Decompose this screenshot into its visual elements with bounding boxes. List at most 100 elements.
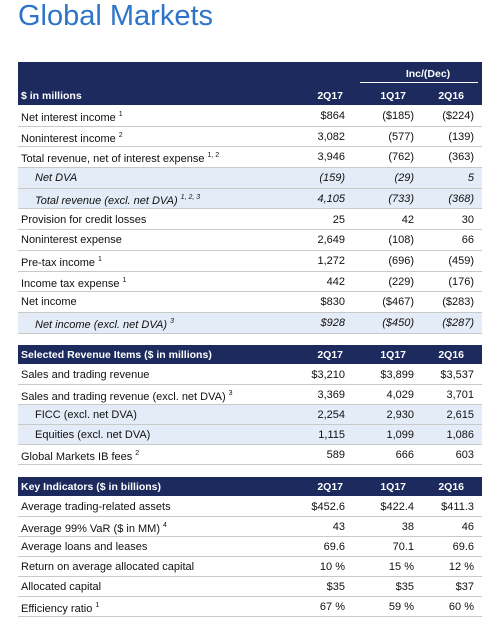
cell-value: ($185)	[382, 110, 414, 122]
footnote-ref: 1	[95, 602, 100, 609]
cell-value: ($287)	[442, 317, 474, 329]
cell-value: 442	[326, 275, 345, 288]
row-label-text: Net income (excl. net DVA)	[35, 319, 168, 331]
row-label: Noninterest expense	[21, 235, 122, 246]
row-label: Sales and trading revenue	[21, 370, 149, 381]
section-header	[18, 477, 482, 496]
row-label: Total revenue, net of interest expense 1,…	[21, 152, 219, 165]
cell-value: $3,210	[311, 369, 345, 381]
row-label-text: FICC (excl. net DVA)	[35, 409, 137, 421]
cell-value: 2,649	[317, 234, 345, 247]
section-header	[18, 62, 482, 105]
column-header: 1Q17	[380, 90, 406, 102]
cell-value: (159)	[319, 172, 345, 185]
table-row	[18, 210, 482, 231]
cell-value: $35	[395, 581, 414, 593]
row-label-text: Return on average allocated capital	[21, 561, 195, 573]
row-label: Sales and trading revenue (excl. net DVA…	[21, 390, 233, 403]
row-label-text: Total revenue (excl. net DVA)	[35, 194, 178, 207]
table-row	[18, 517, 482, 537]
cell-value: 15 %	[388, 561, 414, 573]
column-header: 2Q16	[438, 349, 464, 361]
row-label-text: Global Markets IB fees	[21, 451, 133, 463]
row-label: Return on average allocated capital	[21, 562, 194, 573]
cell-value: 666	[395, 449, 414, 461]
footnote-ref: 1	[122, 276, 127, 284]
footnote-ref: 4	[162, 522, 167, 529]
table-row	[18, 230, 482, 251]
cell-value: $452.6	[311, 501, 345, 513]
row-label-text: Average loans and leases	[21, 541, 148, 553]
table-row	[18, 577, 482, 597]
table-row	[18, 106, 482, 127]
section-title: Key Indicators ($ in billions)	[21, 481, 162, 493]
cell-value: 1,099	[386, 429, 414, 441]
table-row	[18, 385, 482, 405]
cell-value: 69.6	[452, 541, 474, 553]
row-label-text: Average trading-related assets	[21, 501, 171, 513]
footnote-ref: 2	[118, 131, 123, 139]
row-label: Net interest income 1	[21, 111, 123, 124]
table-row	[18, 188, 482, 210]
footnote-ref: 1	[118, 111, 123, 118]
row-label: Equities (excl. net DVA)	[35, 430, 150, 441]
cell-value: 46	[461, 521, 474, 533]
row-label-text: Equities (excl. net DVA)	[35, 429, 151, 441]
table-row	[18, 537, 482, 557]
column-header: 2Q17	[317, 481, 343, 493]
row-label-text: Average 99% VaR ($ in MM)	[21, 523, 160, 535]
column-header: 2Q16	[438, 90, 464, 102]
cell-value: 1,086	[446, 429, 474, 441]
cell-value: (363)	[448, 151, 474, 164]
table-row	[18, 251, 482, 272]
cell-value: (368)	[448, 192, 474, 205]
row-label: Noninterest income 2	[21, 132, 123, 145]
row-label-text: Net income	[21, 296, 77, 309]
cell-value: $411.3	[441, 501, 474, 513]
row-label: Net income (excl. net DVA) 3	[35, 318, 174, 331]
row-label: Total revenue (excl. net DVA) 1, 2, 3	[35, 194, 200, 207]
row-label-text: Net DVA	[35, 172, 78, 185]
cell-value: 69.6	[323, 541, 345, 553]
column-header: 2Q17	[317, 90, 343, 102]
row-label-text: Sales and trading revenue (excl. net DVA…	[21, 391, 226, 403]
table-row	[18, 597, 482, 617]
cell-value: $422.4	[380, 501, 414, 513]
column-header: 2Q16	[438, 481, 464, 493]
cell-value: 2,254	[317, 409, 345, 421]
header-rule	[360, 82, 478, 83]
table-row	[18, 127, 482, 148]
cell-value: ($450)	[382, 317, 414, 329]
cell-value: 1,115	[318, 429, 345, 441]
cell-value: 3,701	[446, 389, 474, 401]
row-label-text: Net interest income	[21, 112, 116, 124]
cell-value: 59 %	[388, 601, 414, 613]
cell-value: 4,105	[317, 192, 345, 205]
cell-value: 30	[461, 213, 474, 226]
footnote-ref: 3	[170, 318, 174, 325]
row-label: Global Markets IB fees 2	[21, 450, 139, 463]
table-row	[18, 405, 482, 425]
row-label: Income tax expense 1	[21, 277, 126, 290]
cell-value: 5	[467, 172, 474, 185]
table-row	[18, 168, 482, 189]
cell-value: (139)	[448, 130, 474, 143]
cell-value: 10 %	[319, 561, 345, 573]
cell-value: $3,899	[380, 369, 414, 381]
cell-value: 38	[401, 521, 414, 533]
cell-value: (176)	[448, 275, 474, 288]
table-row	[18, 445, 482, 465]
row-label-text: Sales and trading revenue	[21, 369, 150, 381]
section-title: Selected Revenue Items ($ in millions)	[21, 349, 212, 361]
cell-value: $928	[320, 317, 345, 329]
section-title: $ in millions	[21, 90, 82, 102]
cell-value: ($283)	[442, 296, 474, 309]
cell-value: 12 %	[448, 561, 474, 573]
header-note: Inc/(Dec)	[405, 68, 451, 80]
cell-value: (459)	[448, 254, 474, 267]
cell-value: 43	[332, 521, 345, 533]
cell-value: 42	[401, 213, 414, 226]
cell-value: 70.1	[392, 541, 414, 553]
cell-value: 3,946	[317, 151, 345, 164]
